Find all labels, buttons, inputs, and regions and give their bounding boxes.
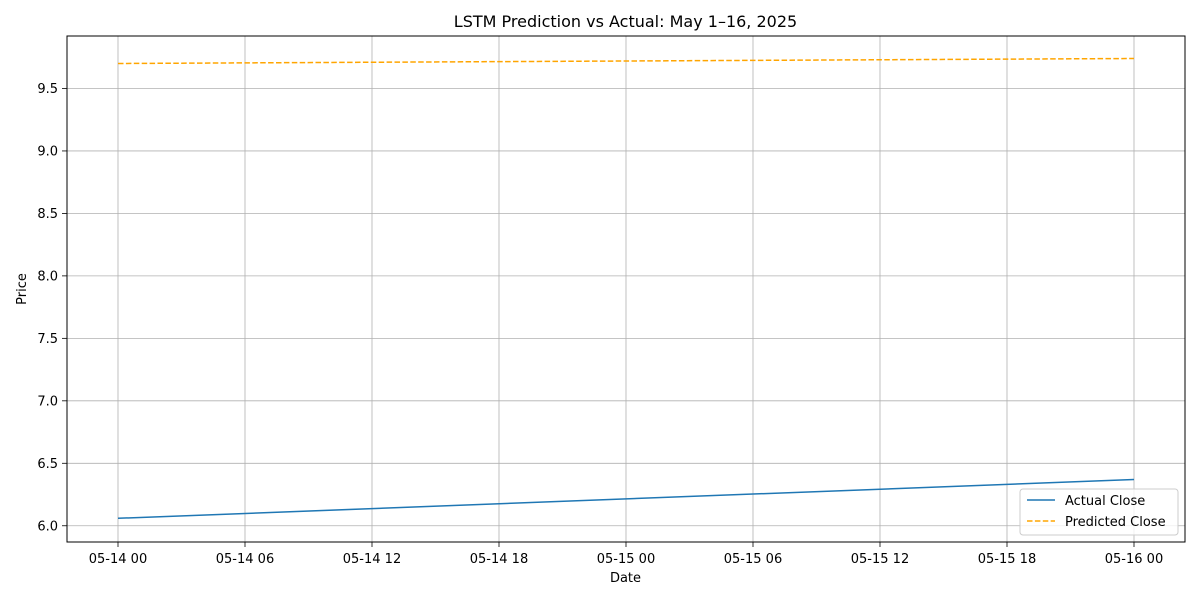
y-axis: 6.0 6.5 7.0 7.5 8.0 8.5 9.0 9.5	[37, 82, 67, 534]
x-axis: 05-14 00 05-14 06 05-14 12 05-14 18 05-15 00…	[89, 542, 1163, 567]
plot-area	[117, 57, 1135, 520]
legend: Actual Close Predicted Close	[1019, 488, 1179, 536]
x-tick-label: 05-15 00	[597, 552, 655, 567]
series-line-predicted-close	[117, 57, 1135, 65]
x-tick-label: 05-14 00	[89, 552, 147, 567]
x-tick-label: 05-15 06	[724, 552, 782, 567]
x-axis-label: Date	[610, 571, 641, 586]
series-line-actual-close	[117, 478, 1135, 520]
legend-label-predicted-close: Predicted Close	[1065, 515, 1166, 530]
x-tick-label: 05-16 00	[1105, 552, 1163, 567]
legend-box	[1019, 488, 1179, 536]
x-tick-label: 05-15 18	[978, 552, 1036, 567]
y-tick-label: 7.5	[37, 332, 58, 347]
grid	[67, 36, 1185, 542]
y-tick-label: 6.0	[37, 519, 58, 534]
y-axis-label: Price	[15, 273, 30, 305]
x-tick-label: 05-14 18	[470, 552, 528, 567]
legend-label-actual-close: Actual Close	[1065, 494, 1145, 509]
chart-title: LSTM Prediction vs Actual: May 1–16, 202…	[454, 12, 797, 31]
x-tick-label: 05-14 06	[216, 552, 274, 567]
y-tick-label: 6.5	[37, 457, 58, 472]
x-tick-label: 05-15 12	[851, 552, 909, 567]
y-tick-label: 9.0	[37, 144, 58, 159]
y-tick-label: 8.0	[37, 269, 58, 284]
y-tick-label: 9.5	[37, 82, 58, 97]
y-tick-label: 7.0	[37, 394, 58, 409]
y-tick-label: 8.5	[37, 207, 58, 222]
x-tick-label: 05-14 12	[343, 552, 401, 567]
